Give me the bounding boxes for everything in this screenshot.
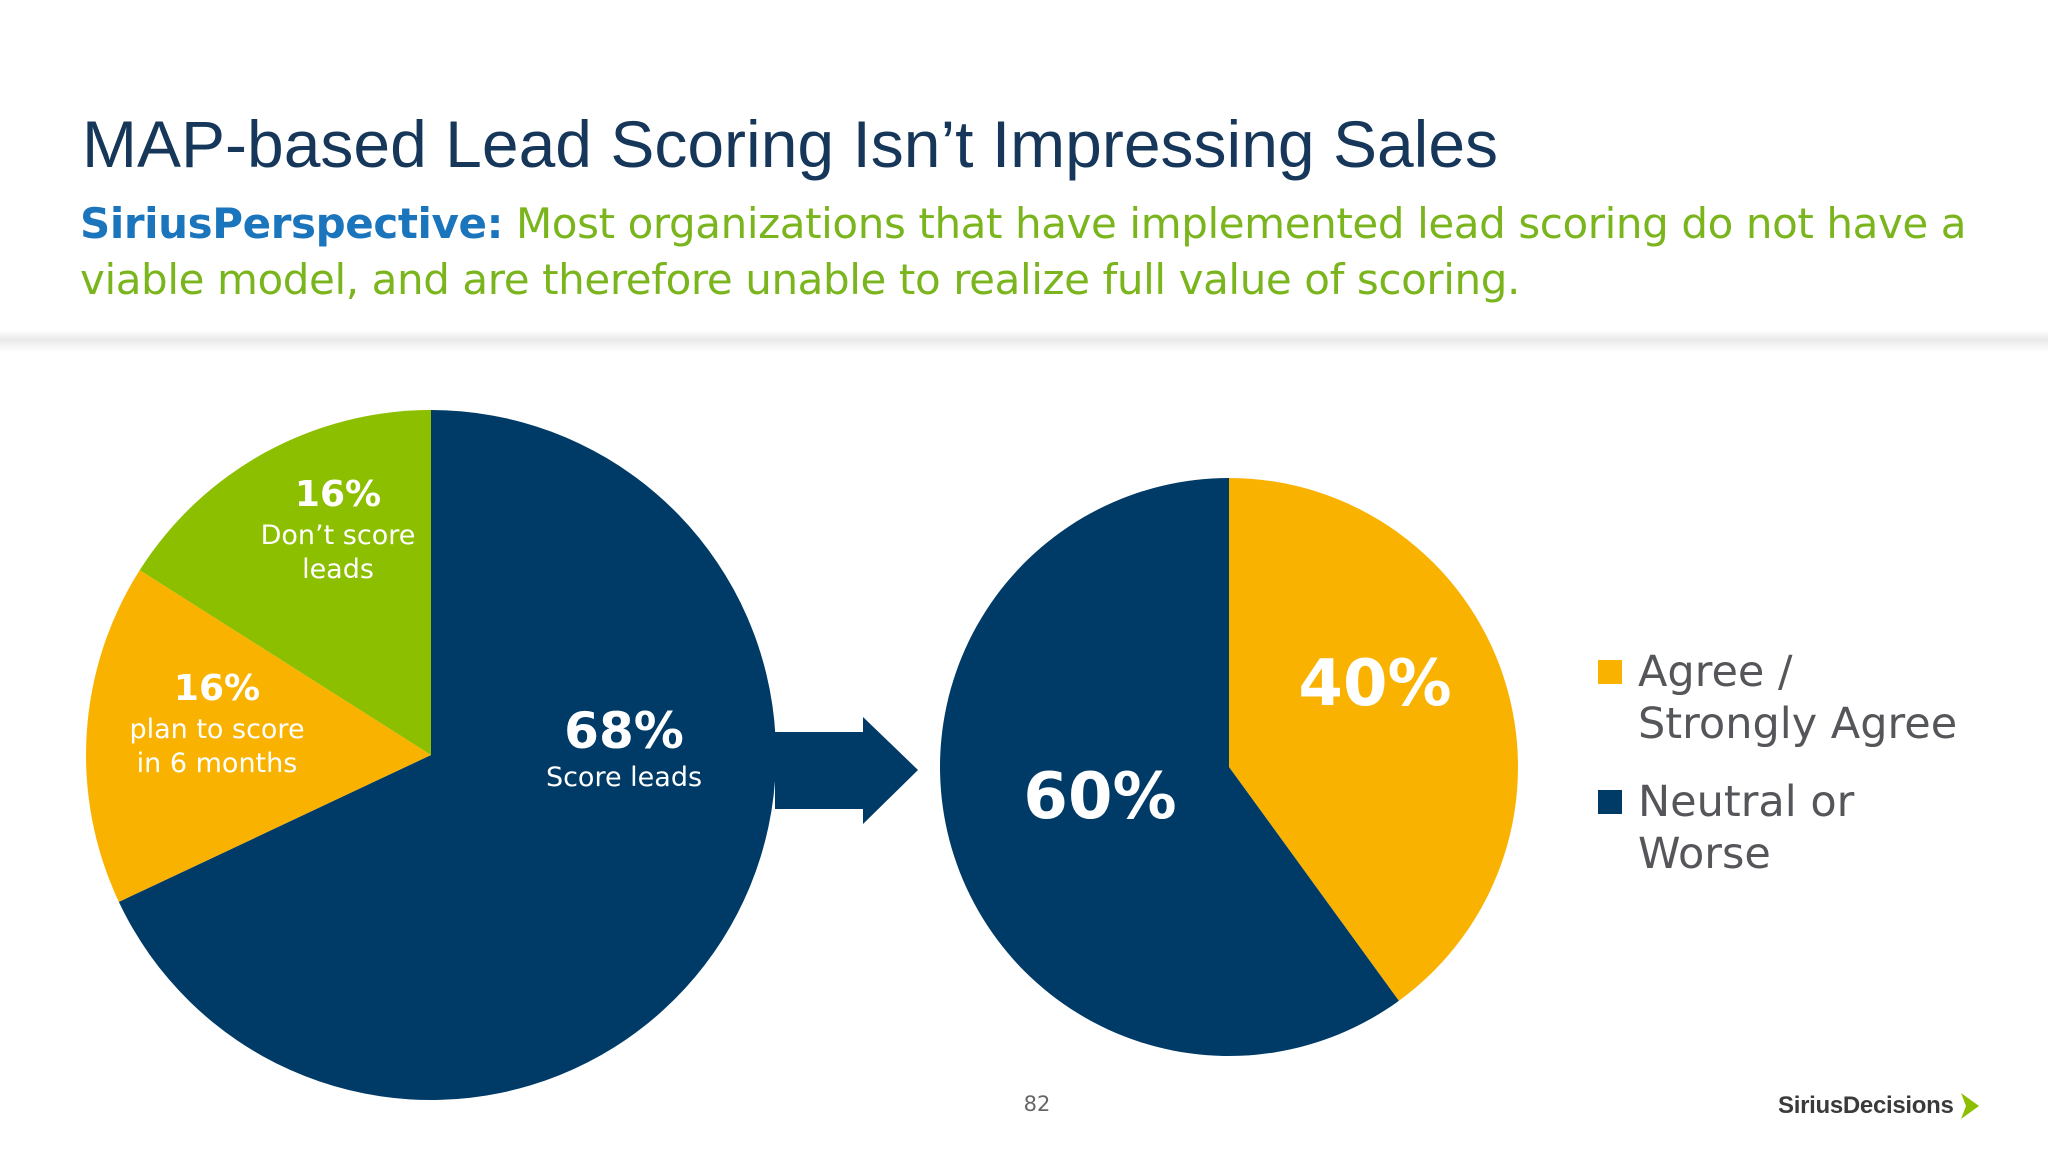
page-number: 82 [1023,1092,1051,1116]
pie-pct-label-agree-strongly-agree: 40% [1298,647,1451,721]
pie-chart-sales-agreement: 40% 60% [940,478,1519,1056]
header-divider [0,330,2048,352]
pie-slice-plan-to-score-in-6-months [85,570,431,902]
pie-pct-label-neutral-or-worse: 60% [1023,760,1176,834]
logo-chevron-icon [1960,1093,1979,1119]
pie-pct-label-don-t-score-leads: 16% [295,474,381,515]
pie-slice-score-leads [118,410,776,1100]
pie-text-label-plan-to-score-in-6-months: plan to score [129,714,304,745]
pie-slice-don-t-score-leads [139,410,431,755]
legend-label-agree: Agree / Strongly Agree [1638,647,1958,749]
legend-item-neutral: Neutral or Worse [1598,776,1968,880]
perspective-text: Most organizations that have implemented… [80,199,1967,304]
pie-text-label-plan-to-score-in-6-months: in 6 months [137,748,298,779]
pie-slice-agree-strongly-agree [1229,478,1519,1001]
perspective-label: SiriusPerspective: [80,199,504,248]
legend-label-neutral: Neutral or Worse [1638,777,1855,879]
pie-text-label-don-t-score-leads: Don’t score [261,520,416,551]
chart-legend: Agree / Strongly Agree Neutral or Worse [1598,646,1968,906]
sirius-perspective: SiriusPerspective: Most organizations th… [80,196,1980,308]
pie-pct-label-score-leads: 68% [564,702,684,760]
legend-item-agree: Agree / Strongly Agree [1598,646,1968,750]
pie-text-label-don-t-score-leads: leads [302,554,374,585]
flow-arrow-icon [775,717,918,824]
siriusdecisions-logo: SiriusDecisions [1778,1092,1979,1124]
logo-text: SiriusDecisions [1778,1092,1954,1119]
pie-pct-label-plan-to-score-in-6-months: 16% [174,668,260,709]
slide-title: MAP-based Lead Scoring Isn’t Impressing … [82,107,1499,181]
pie-text-label-score-leads: Score leads [546,762,702,793]
chart-area: 68% Score leads 16% plan to score in 6 month… [60,355,2048,1135]
legend-swatch-neutral [1598,790,1622,814]
legend-swatch-agree [1598,660,1622,684]
pie-slice-neutral-or-worse [940,478,1399,1056]
